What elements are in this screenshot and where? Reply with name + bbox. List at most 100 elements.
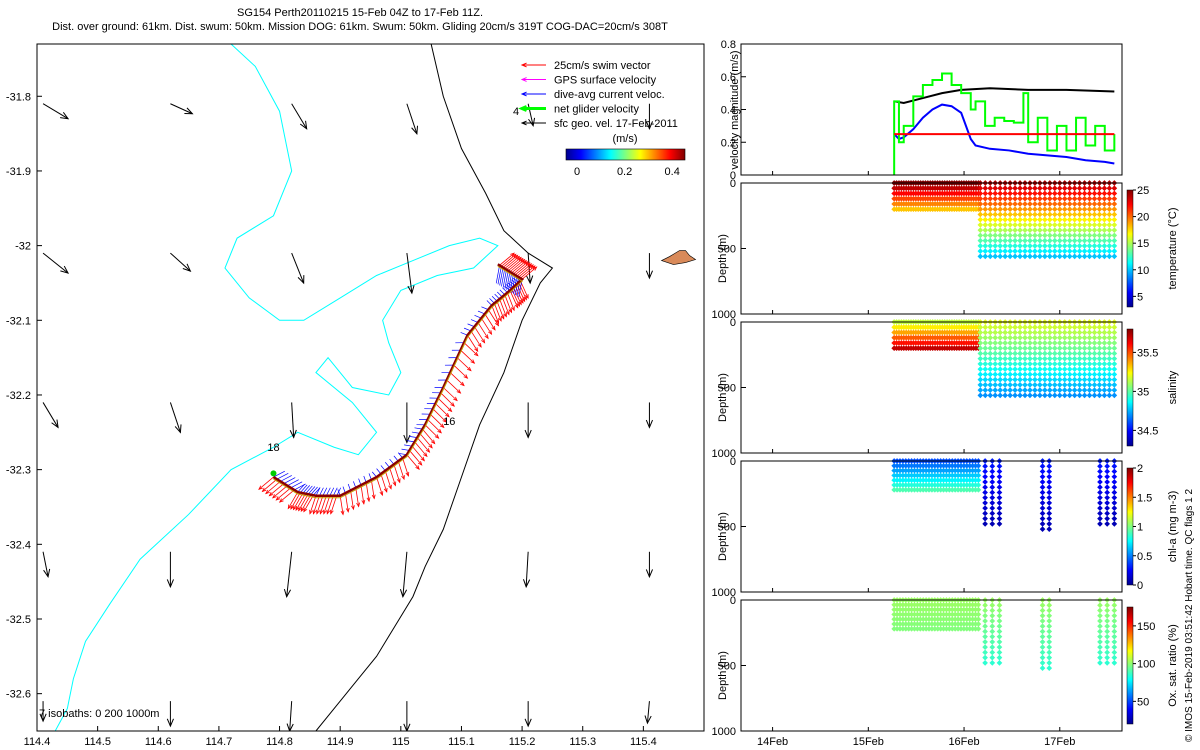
section-data-point bbox=[1086, 201, 1093, 207]
section-data-point bbox=[1002, 340, 1008, 346]
section-data-point bbox=[1046, 237, 1053, 244]
section-data-point bbox=[1066, 355, 1073, 362]
section-data-point bbox=[1091, 201, 1098, 207]
section-data-point bbox=[926, 601, 932, 608]
section-data-point bbox=[911, 621, 918, 627]
swim-vector-arrow bbox=[290, 492, 301, 510]
section-data-point bbox=[923, 606, 929, 613]
section-data-point bbox=[1027, 329, 1033, 336]
section-data-point bbox=[989, 463, 996, 470]
section-data-point bbox=[932, 462, 938, 469]
section-data-point bbox=[992, 361, 999, 367]
section-data-point bbox=[997, 361, 1004, 367]
section-data-point bbox=[934, 467, 941, 474]
section-data-point bbox=[1101, 185, 1108, 192]
swim-vector-arrow-head bbox=[298, 506, 303, 512]
section-data-point bbox=[987, 324, 994, 331]
section-data-point bbox=[929, 486, 935, 493]
section-data-point bbox=[1111, 494, 1118, 501]
section-data-point bbox=[1002, 253, 1008, 260]
section-data-point bbox=[934, 601, 941, 608]
isobath-label: 7 isobaths: 0 200 1000m bbox=[39, 708, 159, 720]
section-data-point bbox=[996, 602, 1003, 609]
section-data-point bbox=[1042, 253, 1048, 260]
section-data-point bbox=[1039, 500, 1046, 506]
section-data-point bbox=[1081, 350, 1088, 357]
section-data-point bbox=[1111, 473, 1118, 480]
section-data-point bbox=[1111, 334, 1118, 341]
section-data-point bbox=[920, 625, 927, 632]
section-data-point bbox=[1022, 237, 1028, 244]
section-data-point bbox=[1096, 340, 1103, 346]
section-data-point bbox=[1042, 248, 1048, 254]
section-data-point bbox=[961, 477, 967, 484]
section-data-point bbox=[1046, 222, 1053, 228]
section-data-point bbox=[963, 625, 970, 632]
section-data-point bbox=[997, 355, 1004, 362]
section-colorbar-title-temperature: temperature (°C) bbox=[1167, 207, 1179, 289]
section-data-point bbox=[989, 628, 996, 635]
swim-vector-arrow-head bbox=[258, 485, 263, 490]
section-data-point bbox=[1056, 392, 1063, 399]
section-data-point bbox=[908, 472, 915, 479]
section-data-point bbox=[1066, 211, 1073, 218]
section-data-point bbox=[1111, 227, 1118, 233]
section-data-point bbox=[955, 486, 961, 493]
section-data-point bbox=[1111, 649, 1118, 656]
section-data-point bbox=[1097, 660, 1103, 666]
section-data-point bbox=[917, 601, 924, 608]
current-vector-line bbox=[495, 265, 500, 284]
section-data-point bbox=[937, 472, 944, 479]
section-data-point bbox=[961, 606, 967, 613]
section-data-point bbox=[1012, 340, 1018, 346]
section-data-point bbox=[982, 361, 989, 367]
section-data-point bbox=[975, 472, 982, 479]
section-data-point bbox=[1056, 371, 1063, 378]
swim-vector-arrow bbox=[344, 493, 349, 512]
section-data-point bbox=[982, 612, 988, 619]
current-vector-line bbox=[307, 486, 316, 495]
track-point-label-1: 16 bbox=[443, 416, 455, 428]
section-data-point bbox=[1111, 484, 1118, 491]
section-data-point bbox=[1096, 211, 1103, 218]
section-data-point bbox=[969, 482, 976, 488]
section-data-point bbox=[961, 482, 967, 488]
section-data-point bbox=[1051, 232, 1058, 239]
section-data-point bbox=[1037, 227, 1043, 233]
section-data-point bbox=[1104, 612, 1110, 619]
section-ytick-label: 0 bbox=[730, 317, 736, 329]
section-data-point bbox=[1066, 350, 1073, 357]
section-data-point bbox=[908, 625, 915, 632]
section-data-point bbox=[1046, 334, 1053, 341]
section-data-point bbox=[1022, 350, 1028, 357]
section-data-point bbox=[1022, 329, 1028, 336]
swim-vector-arrow-head bbox=[423, 452, 428, 458]
swim-vector-arrow bbox=[514, 262, 530, 276]
swim-vector-arrow-head bbox=[265, 489, 270, 495]
section-data-point bbox=[972, 616, 979, 623]
section-data-point bbox=[911, 472, 918, 479]
section-data-point bbox=[958, 482, 964, 488]
section-data-point bbox=[940, 625, 947, 632]
section-data-point bbox=[934, 621, 941, 627]
section-data-point bbox=[894, 621, 900, 627]
section-data-point bbox=[987, 376, 994, 383]
section-data-point bbox=[1071, 387, 1078, 393]
section-colorbar-label: 15 bbox=[1137, 238, 1149, 250]
section-data-point bbox=[1071, 211, 1078, 218]
section-data-point bbox=[1037, 190, 1043, 197]
section-data-point bbox=[923, 462, 929, 469]
swim-vector-arrow bbox=[376, 476, 383, 496]
section-data-point bbox=[1101, 253, 1108, 260]
section-data-point bbox=[1104, 639, 1110, 645]
section-data-point bbox=[958, 472, 964, 479]
velocity-ytick-label-4: 0.8 bbox=[721, 39, 736, 51]
section-data-point bbox=[982, 206, 989, 213]
section-ytick-label: 1000 bbox=[712, 726, 736, 738]
section-data-point bbox=[1076, 195, 1083, 202]
section-data-point bbox=[1071, 371, 1078, 378]
section-data-point bbox=[946, 486, 953, 493]
section-data-point bbox=[1032, 211, 1038, 218]
section-data-point bbox=[1111, 355, 1118, 362]
section-data-point bbox=[1051, 371, 1058, 378]
